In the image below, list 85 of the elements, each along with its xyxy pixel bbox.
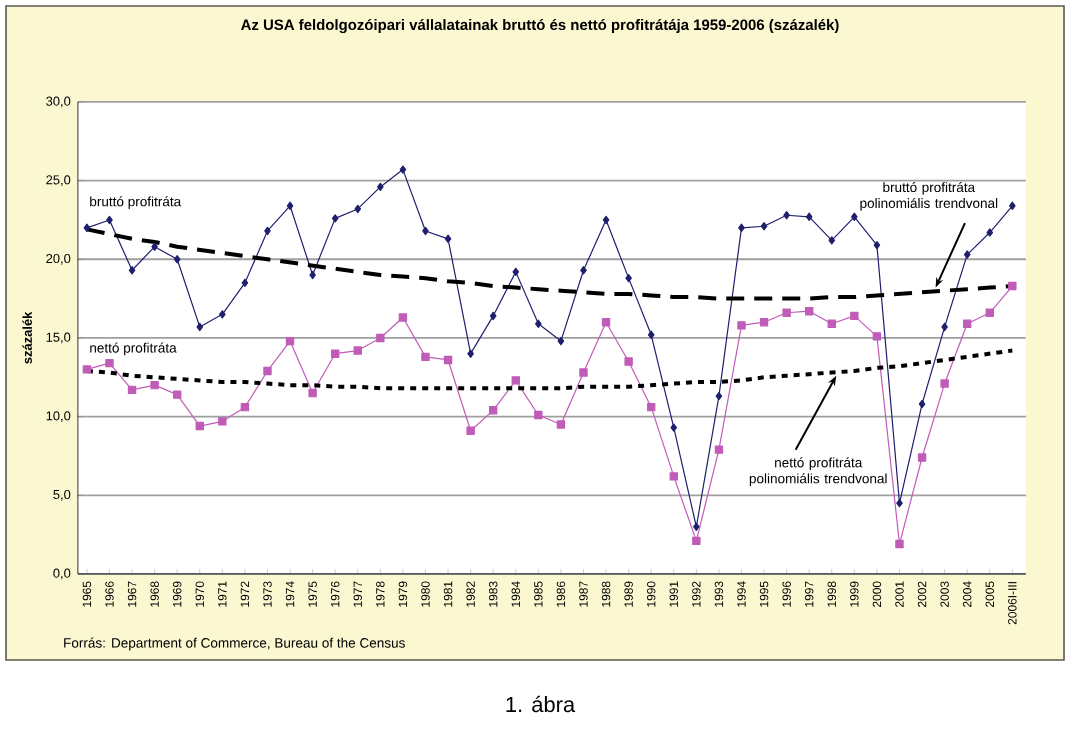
point bbox=[331, 349, 340, 358]
point bbox=[83, 223, 91, 233]
point bbox=[917, 453, 927, 462]
point bbox=[895, 539, 904, 549]
point bbox=[399, 165, 407, 174]
point bbox=[1009, 201, 1016, 210]
point bbox=[443, 355, 453, 365]
point bbox=[105, 358, 114, 368]
point bbox=[625, 273, 632, 283]
point bbox=[173, 255, 181, 264]
point bbox=[241, 278, 249, 288]
point bbox=[421, 352, 430, 362]
point bbox=[827, 319, 836, 328]
point bbox=[557, 336, 565, 346]
point bbox=[467, 349, 474, 358]
point bbox=[737, 321, 746, 330]
point bbox=[940, 379, 949, 388]
point bbox=[783, 211, 790, 220]
point bbox=[286, 201, 294, 210]
point bbox=[127, 385, 137, 395]
point bbox=[173, 390, 182, 399]
point bbox=[602, 215, 610, 225]
point bbox=[986, 228, 994, 237]
point bbox=[985, 308, 994, 317]
point bbox=[285, 336, 295, 346]
point bbox=[196, 322, 204, 332]
point bbox=[782, 308, 791, 317]
point bbox=[714, 445, 724, 454]
point bbox=[873, 240, 881, 250]
text: 1. ábra bbox=[506, 695, 576, 713]
point bbox=[647, 330, 655, 339]
point bbox=[534, 410, 543, 420]
point bbox=[624, 357, 633, 366]
point bbox=[264, 226, 271, 236]
point bbox=[601, 318, 611, 327]
point bbox=[963, 250, 971, 259]
point bbox=[489, 311, 497, 321]
point bbox=[354, 204, 362, 214]
point bbox=[759, 318, 769, 327]
point bbox=[82, 365, 92, 374]
point bbox=[805, 212, 813, 221]
point bbox=[308, 388, 317, 398]
point bbox=[535, 319, 542, 328]
point bbox=[218, 417, 227, 426]
point bbox=[647, 402, 656, 412]
point bbox=[489, 406, 498, 415]
point bbox=[150, 380, 159, 390]
point bbox=[963, 319, 972, 328]
point bbox=[556, 420, 566, 429]
point bbox=[151, 242, 158, 251]
point bbox=[511, 376, 520, 385]
point bbox=[444, 234, 452, 244]
point bbox=[850, 311, 859, 321]
point bbox=[896, 498, 903, 508]
point bbox=[738, 223, 745, 233]
point bbox=[376, 333, 385, 343]
point bbox=[219, 310, 226, 319]
point bbox=[692, 536, 701, 546]
point bbox=[851, 212, 858, 221]
point bbox=[331, 214, 339, 223]
point bbox=[240, 402, 250, 412]
point bbox=[941, 322, 948, 332]
point bbox=[669, 472, 678, 481]
point bbox=[760, 222, 768, 231]
point bbox=[715, 391, 723, 401]
point bbox=[580, 266, 587, 275]
point bbox=[1008, 281, 1017, 291]
point bbox=[512, 267, 520, 277]
point bbox=[579, 368, 588, 377]
point bbox=[670, 423, 678, 432]
point bbox=[918, 399, 926, 409]
point bbox=[398, 313, 408, 322]
point bbox=[195, 421, 204, 431]
point bbox=[353, 346, 362, 355]
point bbox=[872, 332, 882, 341]
point bbox=[828, 236, 836, 245]
point bbox=[466, 426, 475, 435]
point bbox=[693, 522, 700, 531]
point bbox=[106, 215, 113, 225]
point bbox=[128, 266, 136, 275]
point bbox=[422, 226, 429, 236]
point bbox=[377, 182, 384, 192]
point bbox=[309, 270, 316, 280]
point bbox=[805, 306, 814, 316]
point bbox=[263, 366, 272, 376]
